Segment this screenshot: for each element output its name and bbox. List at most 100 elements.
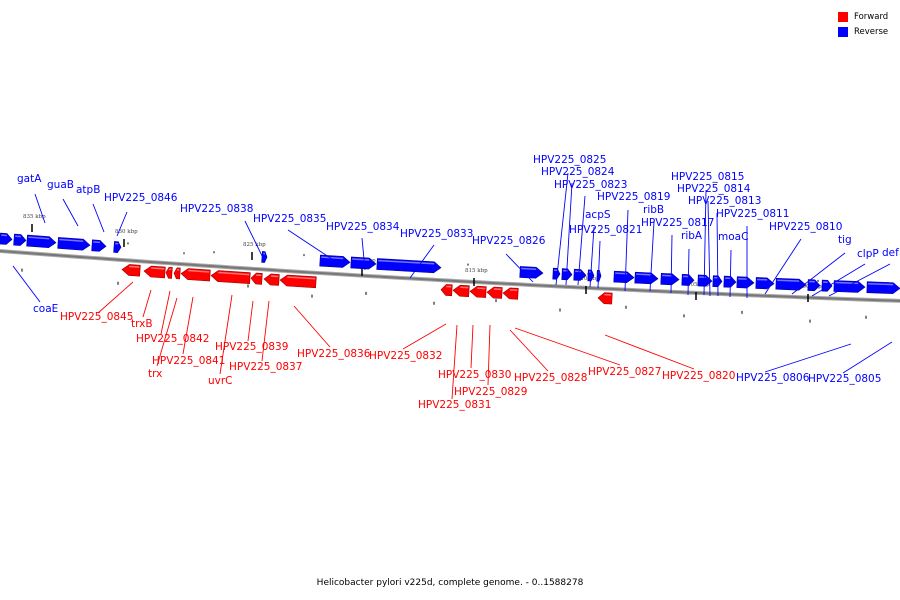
kbp-tick-label: 815 kbp xyxy=(465,268,488,274)
legend-forward: Forward xyxy=(838,9,888,24)
gene-label: HPV225_0831 xyxy=(418,399,491,411)
reverse-gene-arrow[interactable] xyxy=(261,251,268,263)
forward-gene-arrow[interactable] xyxy=(502,287,519,300)
gene-label: HPV225_0834 xyxy=(326,221,400,233)
gene-label: atpB xyxy=(76,184,100,196)
forward-gene-arrow[interactable] xyxy=(440,284,453,297)
reverse-gene-arrow[interactable] xyxy=(634,271,659,285)
gene-arrow-highlight xyxy=(868,283,894,286)
reverse-gene-arrow[interactable] xyxy=(821,279,833,292)
reverse-gene-arrow[interactable] xyxy=(552,267,561,280)
gene-label: HPV225_0819 xyxy=(597,191,670,203)
gene-label: HPV225_0824 xyxy=(541,166,615,178)
gene-leader-line xyxy=(811,263,866,297)
gene-label: HPV225_0828 xyxy=(514,372,587,384)
gene-arrow-highlight xyxy=(188,269,210,273)
gene-leader-line xyxy=(116,211,128,237)
reverse-gene-arrow[interactable] xyxy=(26,234,57,248)
gene-leader-line xyxy=(505,253,534,283)
reverse-gene-arrow[interactable] xyxy=(376,258,442,274)
gene-label: ribA xyxy=(681,230,703,242)
legend-forward-label: Forward xyxy=(854,11,889,22)
gene-arrow-highlight xyxy=(521,267,537,271)
gene-leader-line xyxy=(142,289,152,318)
forward-gene-arrow[interactable] xyxy=(469,285,487,298)
gene-label: ribB xyxy=(643,204,664,216)
gene-leader-line xyxy=(707,200,711,297)
gene-arrow-highlight xyxy=(287,276,316,280)
reverse-gene-arrow[interactable] xyxy=(866,281,900,294)
gene-label: HPV225_0811 xyxy=(716,208,789,220)
gene-arrow-body xyxy=(502,287,519,300)
forward-gene-arrow[interactable] xyxy=(263,273,280,286)
reverse-gene-arrow[interactable] xyxy=(755,277,775,290)
reverse-gene-arrow[interactable] xyxy=(573,268,587,281)
forward-gene-arrow[interactable] xyxy=(250,272,263,285)
strand-legend: Forward Reverse xyxy=(838,9,888,39)
reverse-swatch xyxy=(838,26,848,37)
gene-leader-line xyxy=(361,237,366,271)
gene-arrow-highlight xyxy=(835,281,859,285)
reverse-gene-arrow[interactable] xyxy=(350,256,377,270)
reverse-gene-arrow[interactable] xyxy=(113,241,122,253)
gene-leader-line xyxy=(577,195,586,286)
gene-label: HPV225_0813 xyxy=(688,195,761,207)
gene-label: HPV225_0823 xyxy=(554,179,627,191)
gene-arrow-body xyxy=(263,273,280,286)
gene-arrow-body xyxy=(573,268,587,281)
forward-gene-arrow[interactable] xyxy=(486,286,503,299)
reverse-gene-arrow[interactable] xyxy=(775,277,807,291)
gene-arrow-body xyxy=(775,277,807,291)
reverse-gene-arrow[interactable] xyxy=(0,232,13,245)
gene-arrow-highlight xyxy=(218,271,250,276)
gene-arrow-body xyxy=(165,266,173,279)
reverse-gene-arrow[interactable] xyxy=(736,276,755,289)
legend-reverse: Reverse xyxy=(838,24,888,39)
gene-arrow-body xyxy=(736,276,755,289)
gene-label: coaE xyxy=(33,303,58,315)
gene-arrow-body xyxy=(486,286,503,299)
reverse-gene-arrow[interactable] xyxy=(519,266,544,279)
gene-label: HPV225_0806 xyxy=(736,372,810,384)
gene-leader-line xyxy=(92,203,105,233)
forward-gene-arrow[interactable] xyxy=(143,265,166,279)
forward-gene-arrow[interactable] xyxy=(597,292,613,305)
forward-gene-arrow[interactable] xyxy=(452,284,470,298)
kbp-tick-label: 825 kbp xyxy=(243,242,266,248)
gene-label: HPV225_0814 xyxy=(677,183,751,195)
gene-label: HPV225_0841 xyxy=(152,355,225,367)
reverse-gene-arrow[interactable] xyxy=(91,239,107,252)
backbone-line xyxy=(0,250,900,302)
gene-label: HPV225_0805 xyxy=(808,373,881,385)
gene-label: HPV225_0821 xyxy=(569,224,642,236)
gene-leader-line xyxy=(589,226,595,288)
gene-arrow-body xyxy=(113,241,122,253)
gene-arrow-body xyxy=(13,233,27,246)
gene-leader-line xyxy=(261,300,270,362)
reverse-gene-arrow[interactable] xyxy=(660,273,680,286)
reverse-gene-arrow[interactable] xyxy=(807,279,821,292)
reverse-gene-arrow[interactable] xyxy=(57,237,91,251)
reverse-gene-arrow[interactable] xyxy=(13,233,27,246)
gene-label: HPV225_0838 xyxy=(180,203,253,215)
gene-label: HPV225_0837 xyxy=(229,361,302,373)
forward-gene-arrow[interactable] xyxy=(279,274,317,289)
forward-gene-arrow[interactable] xyxy=(210,270,251,284)
gene-label: uvrC xyxy=(208,375,233,387)
gene-arrow-body xyxy=(634,271,659,285)
gene-label: HPV225_0825 xyxy=(533,154,606,166)
gene-arrow-body xyxy=(57,237,91,251)
gene-leader-line xyxy=(670,234,673,294)
reverse-gene-arrow[interactable] xyxy=(613,270,635,284)
forward-gene-arrow[interactable] xyxy=(180,268,211,282)
forward-gene-arrow[interactable] xyxy=(173,267,181,280)
gene-arrow-highlight xyxy=(129,265,140,268)
gene-arrow-body xyxy=(180,268,211,282)
gene-leader-line xyxy=(287,229,342,266)
gene-leader-line xyxy=(247,300,254,342)
gene-label: trxB xyxy=(131,318,153,330)
forward-gene-arrow[interactable] xyxy=(121,264,141,277)
forward-gene-arrow[interactable] xyxy=(165,266,173,279)
gene-leader-line xyxy=(156,297,178,367)
gene-leader-line xyxy=(409,244,435,279)
